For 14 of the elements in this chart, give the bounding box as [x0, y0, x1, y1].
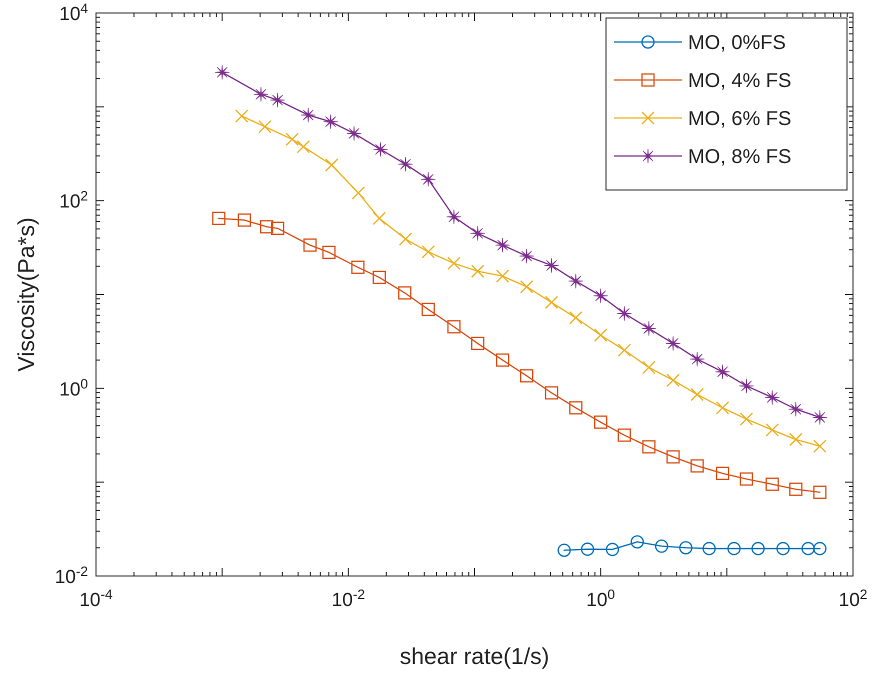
y-tick-label: 10$^{4}$ — [59, 0, 88, 25]
y-tick-label: 10$^{-2}$ — [54, 564, 88, 588]
x-tick-label: 10$^{2}$ — [838, 586, 868, 611]
y-tick-label: 10$^{2}$ — [59, 188, 88, 213]
legend-label: MO, 4% FS — [688, 70, 792, 92]
x-tick-label: 10$^{0}$ — [586, 586, 616, 611]
y-axis-title: Viscosity(Pa*s) — [13, 217, 39, 372]
legend-label: MO, 8% FS — [688, 146, 792, 168]
x-tick-label: 10$^{-2}$ — [332, 586, 365, 611]
x-tick-label: 10$^{-4}$ — [79, 586, 114, 611]
legend-label: MO, 6% FS — [688, 108, 792, 130]
x-axis-title: shear rate(1/s) — [400, 643, 550, 669]
legend-label: MO, 0%FS — [688, 32, 786, 54]
y-tick-label: 10$^{0}$ — [59, 376, 88, 400]
